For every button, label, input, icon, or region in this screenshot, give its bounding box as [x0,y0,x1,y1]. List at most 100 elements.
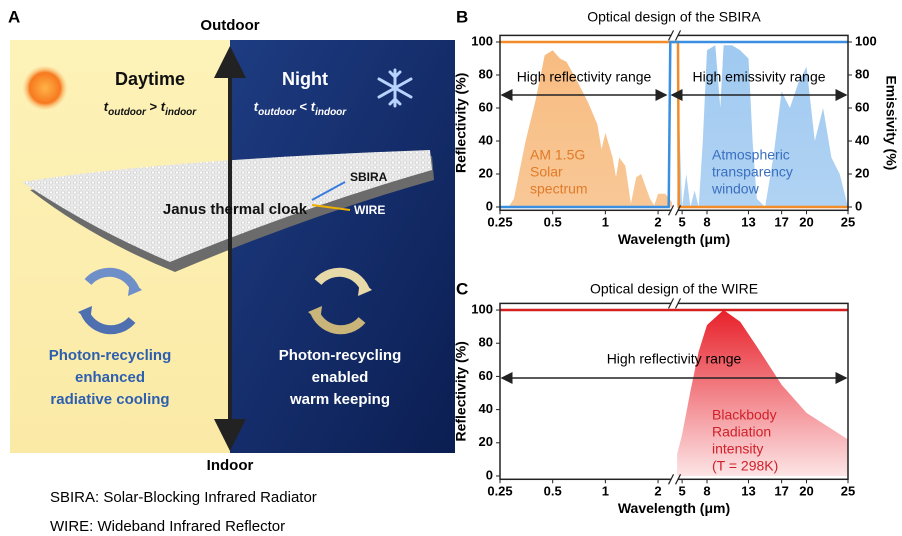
operator: < [296,99,311,114]
symbol: t [104,99,109,114]
recycle-icon-night [308,267,372,335]
y-tick-label: 100 [471,33,493,48]
x-tick-label: 20 [799,215,813,230]
x-tick-label: 17 [774,215,788,230]
y-axis-title: Reflectivity (%) [453,341,469,441]
night-condition: toutdoor < tindoor [254,99,347,117]
y-axis-title: Reflectivity (%) [453,73,469,173]
x-tick-label: 13 [741,215,755,230]
annotation: Blackbody [712,407,777,423]
axis-break [674,298,682,309]
range-label: High reflectivity range [517,69,652,85]
y-tick-label: 60 [479,99,493,114]
axis-break [667,298,675,309]
y2-tick-label: 40 [855,132,869,147]
line [500,40,848,209]
x-tick-label: 2 [654,484,661,499]
y-tick-label: 60 [479,368,493,383]
x-tick-label: 0.25 [487,484,512,499]
subscript: indoor [315,107,347,118]
axis-break [674,30,682,41]
annotation: transparency [712,164,793,180]
area [677,310,848,476]
x-tick-label: 20 [799,484,813,499]
y-tick-label: 40 [479,132,493,147]
y-tick-label: 40 [479,401,493,416]
annotation: window [711,181,760,197]
subscript: indoor [165,107,197,118]
night-background [230,40,455,453]
pointer [311,181,346,201]
x-tick-label: 2 [654,215,661,230]
footnote: SBIRA: Solar-Blocking Infrared Radiator [50,489,317,506]
symbol: t [311,99,316,114]
x-axis-title: Wavelength (μm) [618,231,730,247]
axis-break [671,206,678,215]
y-tick-label: 80 [479,335,493,350]
y-tick-label: 0 [486,198,493,213]
axis-break [667,474,675,485]
range-label: High reflectivity range [607,351,742,367]
annotation: AM 1.5G [530,147,585,163]
y2-axis-title: Emissivity (%) [883,75,899,170]
y-tick-label: 20 [479,165,493,180]
x-tick-label: 0.5 [544,484,562,499]
outdoor-label: Outdoor [200,17,259,34]
recycle-icon-day [78,267,142,335]
annotation: Solar [530,164,563,180]
range-label: High emissivity range [692,69,825,85]
caption-line: radiative cooling [50,391,169,408]
axis-break [671,31,678,40]
y-tick-label: 100 [471,301,493,316]
panel-label: A [8,7,20,26]
axis-break [671,475,678,484]
y2-tick-label: 80 [855,66,869,81]
axis-break [667,205,675,216]
axis-break [671,299,678,308]
x-tick-label: 5 [678,484,685,499]
day-title: Daytime [115,69,185,89]
wire-label: WIRE [354,203,385,217]
x-tick-label: 1 [602,484,609,499]
symbol: t [254,99,259,114]
footnote: WIRE: Wideband Infrared Reflector [50,518,285,535]
y2-tick-label: 60 [855,99,869,114]
y-tick-label: 80 [479,66,493,81]
pointer [311,204,351,211]
x-tick-label: 5 [678,215,685,230]
line [500,40,848,209]
sun-icon [23,66,67,110]
panel-a: A Daytime Night toutdoor > tindoor toutd… [8,7,455,535]
annotation: Radiation [712,424,771,440]
area [677,45,848,207]
axis-break [667,30,675,41]
x-tick-label: 8 [703,484,710,499]
annotation: Atmospheric [712,147,790,163]
axis-break [674,205,682,216]
subscript: outdoor [258,107,297,118]
x-tick-label: 1 [602,215,609,230]
subscript: outdoor [108,107,147,118]
annotation: intensity [712,441,763,457]
x-tick-label: 0.25 [487,215,512,230]
y2-tick-label: 20 [855,165,869,180]
sbira-label: SBIRA [350,170,388,184]
panel-label: B [456,7,468,26]
annotation: spectrum [530,181,588,197]
day-condition: toutdoor > tindoor [104,99,197,117]
x-tick-label: 8 [703,215,710,230]
x-tick-label: 13 [741,484,755,499]
x-tick-label: 25 [841,484,855,499]
y2-tick-label: 100 [855,33,877,48]
y-tick-label: 0 [486,467,493,482]
captions: Photon-recycling enhanced radiative coolin… [49,347,402,408]
x-tick-label: 25 [841,215,855,230]
caption-line: enabled [312,369,369,386]
panel-label: C [456,279,468,298]
indoor-label: Indoor [207,457,254,474]
x-tick-label: 17 [774,484,788,499]
